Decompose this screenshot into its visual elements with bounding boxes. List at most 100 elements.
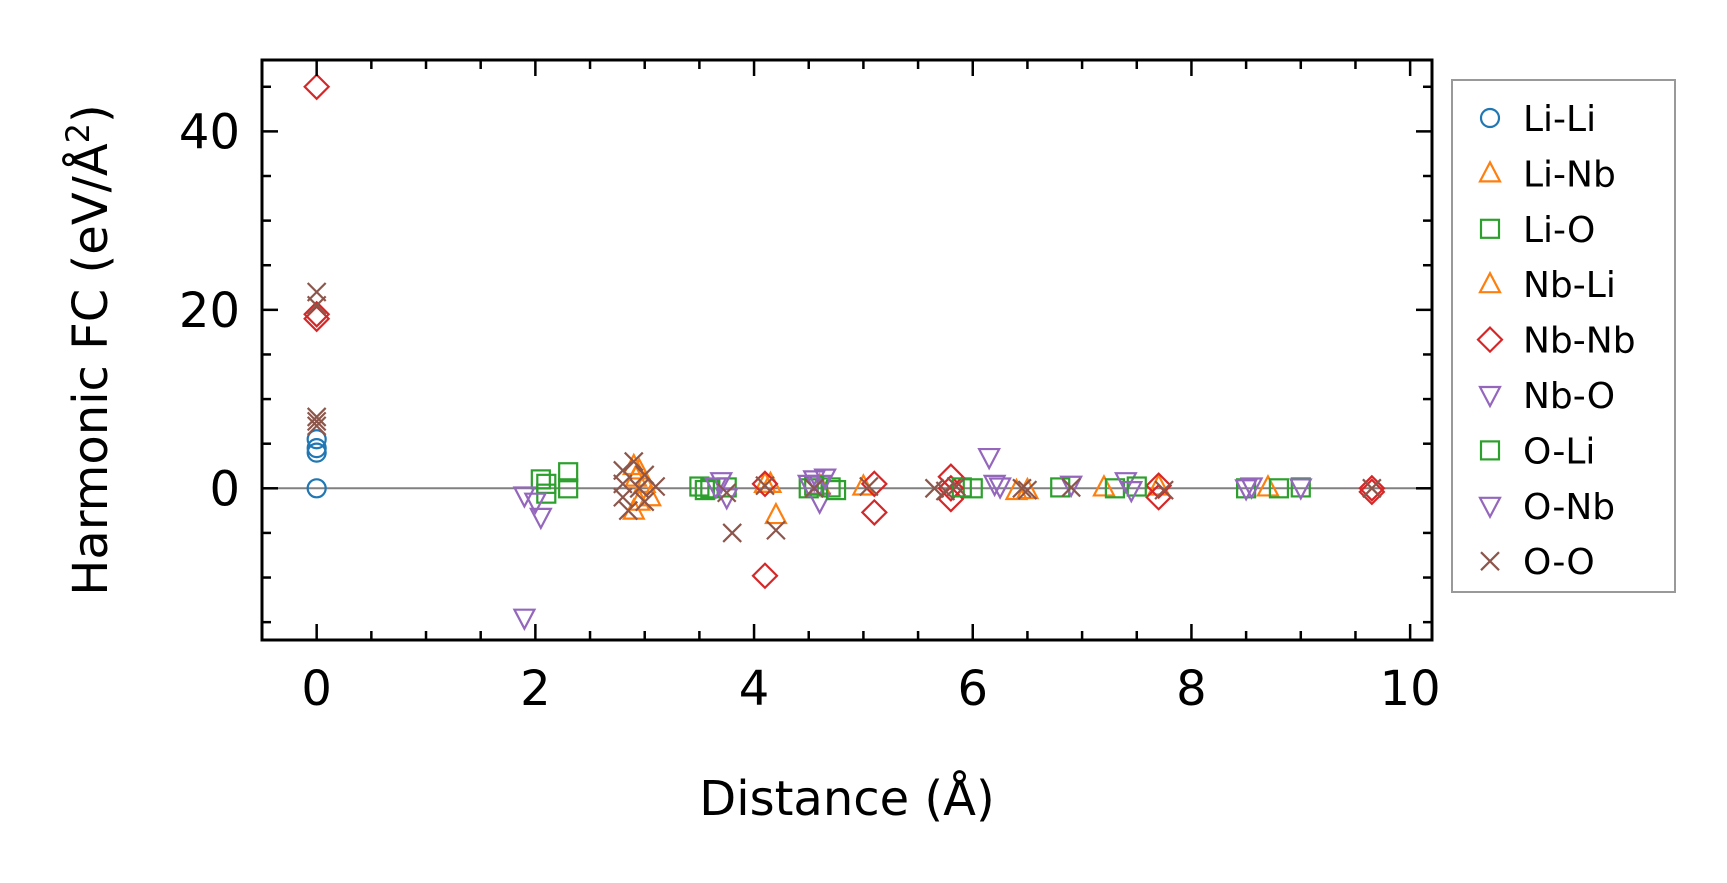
- legend-item-li-nb: Li-Nb: [1478, 154, 1616, 195]
- legend-label: O-Nb: [1523, 487, 1615, 528]
- data-point-o-o: [722, 523, 742, 543]
- series-nb-o: [512, 447, 1313, 632]
- data-point-li-o: [530, 469, 551, 490]
- data-point-o-o: [634, 491, 655, 512]
- data-point-nb-o: [977, 447, 1001, 471]
- data-point-nb-nb: [751, 470, 779, 498]
- data-point-nb-o: [512, 608, 537, 632]
- data-point-o-li: [825, 479, 847, 501]
- axis-ticks: [262, 60, 1432, 640]
- legend-item-o-o: O-O: [1480, 542, 1595, 583]
- legend-marker-o-li: [1479, 440, 1501, 461]
- legend-marker-nb-li: [1478, 270, 1502, 294]
- data-point-o-li: [694, 479, 715, 501]
- series-nb-nb: [303, 73, 1386, 590]
- data-point-o-o: [755, 475, 775, 496]
- data-point-li-o: [558, 462, 579, 483]
- data-point-o-o: [1017, 480, 1038, 500]
- legend-item-nb-nb: Nb-Nb: [1476, 321, 1636, 362]
- legend: Li-Li Li-Nb Li-O Nb-Li Nb-Nb Nb-O O-Li O-Nb O-O: [1451, 79, 1676, 593]
- legend-label: Nb-O: [1523, 376, 1615, 417]
- legend-label: Li-O: [1523, 210, 1595, 251]
- data-point-li-nb: [632, 470, 657, 493]
- y-axis-label-end: ): [63, 104, 119, 123]
- data-point-o-o: [629, 478, 650, 499]
- legend-marker-nb-o: [1478, 385, 1502, 409]
- data-point-o-o: [924, 478, 945, 499]
- data-point-nb-o: [529, 507, 553, 531]
- data-point-o-nb: [813, 468, 837, 491]
- data-point-o-nb: [1119, 480, 1144, 504]
- data-point-o-o: [618, 500, 639, 521]
- data-point-nb-nb: [860, 470, 888, 498]
- legend-marker-o-nb: [1478, 496, 1502, 520]
- series-o-o: [306, 282, 1382, 543]
- legend-label: Li-Nb: [1523, 154, 1616, 195]
- data-point-nb-o: [512, 486, 537, 509]
- data-point-nb-nb: [751, 562, 779, 590]
- data-point-nb-o: [802, 470, 827, 493]
- data-point-o-o: [306, 416, 327, 436]
- y-tick-label: 20: [179, 283, 240, 339]
- legend-label: O-O: [1523, 542, 1595, 583]
- data-point-nb-nb: [1145, 472, 1173, 500]
- data-point-o-nb: [1234, 479, 1258, 502]
- data-point-nb-nb: [1358, 478, 1386, 506]
- series-li-li: [306, 429, 327, 499]
- x-tick-label: 4: [739, 661, 770, 717]
- data-point-li-li: [306, 438, 327, 459]
- data-point-nb-o: [709, 472, 734, 495]
- x-tick-label: 8: [1176, 661, 1207, 717]
- data-point-nb-o: [1288, 478, 1313, 501]
- data-point-o-o: [645, 476, 666, 497]
- data-point-o-o: [1154, 480, 1174, 500]
- y-axis-label-sup: 2: [59, 123, 97, 143]
- legend-marker-o-o: [1480, 551, 1500, 571]
- data-point-nb-o: [982, 474, 1007, 498]
- legend-label: O-Li: [1523, 431, 1595, 472]
- legend-marker-li-nb: [1478, 160, 1502, 183]
- x-tick-label: 6: [957, 661, 988, 717]
- data-point-o-o: [804, 478, 824, 499]
- data-point-li-o: [1050, 477, 1071, 498]
- data-point-o-nb: [796, 474, 821, 498]
- legend-item-o-nb: O-Nb: [1478, 487, 1615, 528]
- legend-item-nb-li: Nb-Li: [1478, 265, 1616, 306]
- legend-label: Nb-Nb: [1523, 321, 1636, 362]
- data-point-nb-nb: [303, 300, 331, 328]
- x-tick-label: 10: [1380, 661, 1441, 717]
- data-point-o-o: [716, 482, 737, 503]
- data-point-nb-li: [753, 470, 777, 493]
- legend-marker-li-li: [1479, 107, 1501, 129]
- x-axis-label: Distance (Å): [699, 770, 994, 827]
- data-point-li-o: [558, 478, 579, 499]
- legend-marker-li-o: [1479, 218, 1501, 239]
- data-point-o-o: [1362, 478, 1382, 499]
- data-point-li-nb: [764, 501, 788, 525]
- data-points: [303, 73, 1386, 632]
- plot-frame: [260, 58, 1434, 642]
- legend-label: Li-Li: [1523, 99, 1596, 140]
- legend-item-li-o: Li-O: [1479, 210, 1595, 251]
- data-point-li-o: [1268, 478, 1290, 499]
- data-point-li-li: [306, 429, 327, 450]
- data-point-nb-nb: [860, 498, 888, 526]
- data-point-li-nb: [1092, 474, 1116, 497]
- data-point-o-o: [613, 487, 633, 508]
- y-tick-label: 0: [209, 461, 240, 517]
- y-axis-label-main: Harmonic FC (eV/Å: [62, 143, 119, 596]
- series-o-nb: [703, 468, 1258, 504]
- data-point-nb-o: [1239, 477, 1264, 500]
- data-point-o-o: [1061, 477, 1081, 498]
- legend-marker-nb-nb: [1476, 326, 1504, 354]
- data-point-o-o: [306, 411, 327, 432]
- legend-item-o-li: O-Li: [1479, 431, 1595, 472]
- data-point-o-o: [946, 476, 967, 497]
- legend-item-li-li: Li-Li: [1479, 99, 1596, 140]
- y-axis-label: Harmonic FC (eV/Å2): [59, 104, 119, 596]
- data-point-o-o: [1012, 478, 1032, 499]
- data-point-o-o: [935, 481, 956, 501]
- series-o-li: [694, 475, 1147, 501]
- y-tick-label: 40: [179, 104, 240, 160]
